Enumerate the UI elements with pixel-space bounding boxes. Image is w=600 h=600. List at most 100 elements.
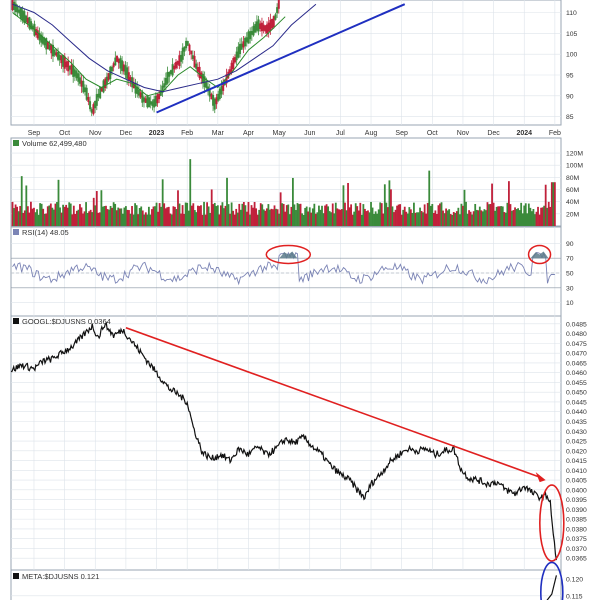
volume-bar [465, 201, 467, 226]
price-candle-body [144, 98, 147, 103]
volume-bar [394, 209, 397, 226]
price-candle-body [90, 109, 93, 113]
x-tick-label: Apr [243, 130, 255, 137]
price-candle-body [112, 63, 115, 68]
volume-bar [325, 204, 328, 226]
price-candle-body [35, 29, 38, 36]
volume-bar [28, 212, 31, 226]
volume-bar [71, 214, 74, 226]
volume-bar [184, 202, 187, 226]
ratio-y-tick-label: 0.0430 [566, 429, 587, 436]
volume-bar [180, 213, 182, 226]
volume-bar [503, 212, 506, 226]
volume-bar [301, 213, 303, 226]
volume-y-tick-label: 60M [566, 187, 580, 194]
price-candle-body [107, 73, 110, 81]
ratio-y-tick-label: 0.0455 [566, 380, 587, 387]
volume-bar [219, 205, 222, 226]
volume-bar [45, 213, 48, 226]
volume-bar [432, 212, 435, 226]
volume-bar [515, 209, 518, 226]
rsi-y-tick-label: 70 [566, 256, 574, 263]
volume-bar [512, 210, 515, 226]
volume-bar [69, 203, 72, 226]
rsi-legend-swatch [13, 229, 19, 235]
volume-bar [359, 202, 362, 226]
x-tick-label: 2023 [149, 130, 165, 137]
ratio-panel-frame [10, 315, 562, 571]
price-candle-body [237, 46, 240, 58]
volume-bar [455, 211, 458, 226]
volume-bar [434, 210, 437, 226]
volume-bar [244, 205, 247, 226]
volume-bar [187, 210, 190, 226]
price-candle-body [126, 67, 129, 79]
price-candle-body [36, 30, 39, 39]
price-y-tick-label: 100 [566, 52, 578, 59]
volume-bar [319, 209, 322, 226]
price-candle-body [114, 57, 117, 66]
volume-bar [246, 211, 248, 226]
volume-bar [336, 208, 339, 226]
volume-bar [399, 204, 402, 226]
volume-bar [252, 207, 254, 226]
price-candle-body [262, 24, 265, 31]
volume-bar [161, 179, 164, 226]
volume-bar [524, 203, 527, 226]
price-candle-body [50, 44, 53, 54]
volume-bar [549, 206, 552, 226]
volume-y-tick-label: 100M [566, 163, 583, 170]
price-candle-body [185, 40, 188, 49]
volume-bar [250, 205, 253, 226]
volume-bar [324, 205, 326, 226]
rsi-overbought-fill [279, 251, 298, 259]
volume-bar [497, 206, 500, 226]
price-candle-body [82, 81, 85, 93]
price-candle-body [127, 72, 130, 81]
price-panel-frame [10, 0, 562, 126]
volume-bar [388, 180, 391, 226]
volume-bar [216, 205, 219, 226]
volume-bar [285, 205, 288, 226]
volume-bar [256, 214, 259, 226]
x-tick-label: Feb [181, 130, 193, 137]
volume-bar [284, 211, 287, 226]
volume-bar [215, 206, 218, 226]
volume-bar [517, 208, 520, 226]
volume-bar [454, 212, 457, 226]
volume-bar [23, 210, 26, 226]
volume-y-tick-label: 40M [566, 199, 580, 206]
volume-bar [262, 209, 265, 226]
volume-bar [267, 204, 270, 226]
volume-bar [195, 212, 198, 226]
price-candle-body [271, 18, 274, 29]
x-tick-label: Oct [427, 130, 438, 137]
volume-bar [276, 209, 279, 226]
rsi-panel-label: RSI(14) 48.05 [22, 228, 69, 237]
volume-bar [169, 213, 172, 226]
volume-bar [140, 206, 143, 226]
volume-bar [39, 203, 42, 226]
volume-bar [379, 202, 382, 226]
volume-bar [308, 207, 311, 226]
volume-bar [475, 209, 478, 226]
price-candle-body [193, 55, 196, 68]
volume-bar [489, 203, 492, 226]
volume-bar [213, 202, 216, 226]
volume-bar [97, 212, 100, 226]
volume-bar [197, 205, 199, 226]
volume-bar [328, 211, 331, 226]
price-candle-body [55, 52, 58, 56]
ratio-y-tick-label: 0.0420 [566, 448, 587, 455]
volume-bar [270, 208, 273, 226]
volume-y-tick-label: 20M [566, 211, 580, 218]
volume-bar [275, 208, 277, 226]
volume-bar [108, 209, 110, 226]
price-candle-body [48, 44, 51, 50]
rsi-y-tick-label: 90 [566, 241, 574, 248]
volume-bar [121, 213, 124, 226]
volume-bar [547, 201, 550, 226]
volume-bar [440, 202, 443, 226]
volume-bar [92, 197, 95, 226]
volume-bar [123, 207, 126, 226]
